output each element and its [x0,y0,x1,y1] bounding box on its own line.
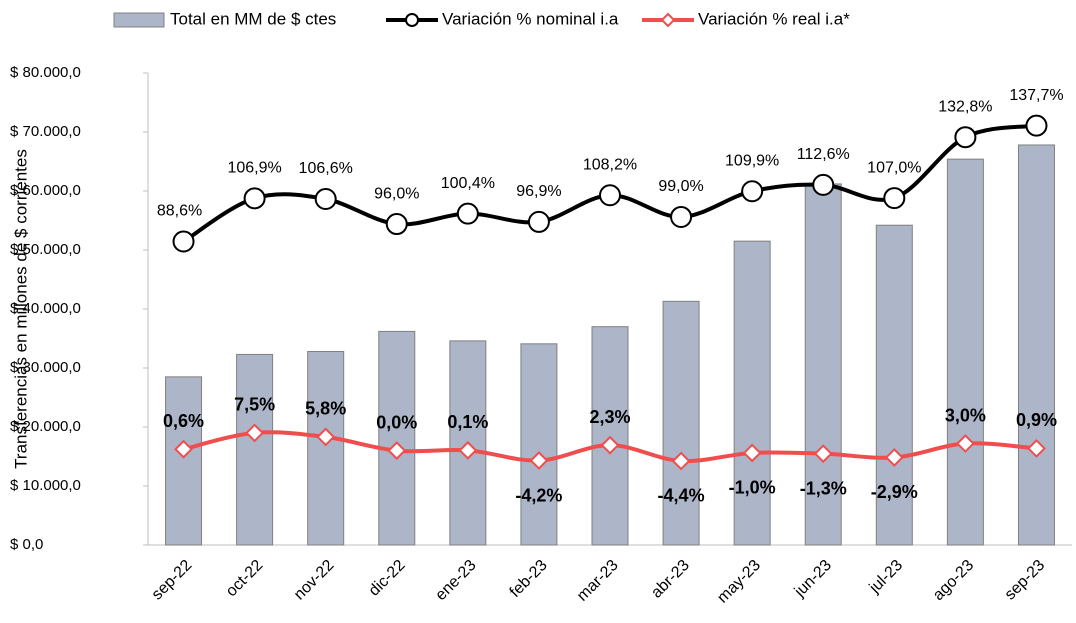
marker [600,435,620,455]
marker [527,210,550,233]
value-label: 112,6% [797,146,850,163]
value-label: 96,9% [516,183,561,200]
marker [387,441,407,461]
y-axis-title: Transferencias en millones de $ corrient… [11,149,30,469]
marker [172,230,195,253]
marker [884,448,904,467]
value-label: 106,6% [299,160,353,177]
value-label: 109,9% [725,152,779,169]
y-tick-label: $ 0,0 [10,536,43,553]
x-tick-label: sep-23 [1002,557,1049,604]
marker [883,187,906,210]
legend-label: Variación % real i.a* [698,9,850,28]
bar [307,350,345,546]
bar [1017,144,1055,546]
bar [520,343,558,546]
bar [378,330,416,546]
bar [946,158,984,546]
value-label: 88,6% [157,203,202,220]
legend-marker [405,13,419,27]
marker [1027,439,1046,458]
value-label: 137,7% [1009,87,1063,104]
x-tick-label: ago-23 [930,557,977,604]
marker [954,126,977,149]
y-tick-label: $ 30.000,0 [10,359,81,376]
value-label: -4,2% [515,485,562,505]
value-label: 107,0% [867,159,921,176]
bar [804,183,842,546]
value-label: 2,3% [589,407,630,427]
y-tick-label: $ 10.000,0 [10,477,81,494]
value-label: -2,9% [871,482,918,502]
value-label: 7,5% [234,395,275,415]
value-label: 96,0% [374,185,419,202]
x-tick-label: feb-23 [507,557,551,601]
value-label: 0,9% [1016,410,1057,430]
marker [955,434,975,453]
line [182,123,1037,244]
value-label: 0,0% [376,412,417,432]
value-label: 100,4% [441,175,495,192]
x-tick-label: sep-22 [149,557,196,604]
marker [456,202,479,225]
x-tick-label: ene-23 [432,557,479,604]
x-tick-label: jun-23 [791,557,835,601]
bar [236,353,274,546]
value-label: 108,2% [583,156,637,173]
bar [875,224,913,546]
value-label: 99,0% [658,178,703,195]
marker [742,443,762,463]
marker [458,440,478,460]
value-label: 106,9% [227,160,281,177]
value-label: 132,8% [938,98,992,115]
marker [741,180,764,203]
marker [529,451,549,470]
x-tick-label: oct-22 [223,557,267,601]
x-tick-label: mar-23 [574,557,622,605]
marker [671,451,691,471]
value-label: -4,4% [658,486,705,506]
y-tick-label: $ 70.000,0 [10,123,81,140]
legend-label: Variación % nominal i.a [442,9,619,28]
x-tick-label: may-23 [714,557,764,607]
marker [599,184,621,207]
x-tick-label: dic-22 [366,557,409,600]
x-tick-label: abr-23 [648,557,693,602]
bar [165,376,203,546]
bar [733,240,771,546]
x-tick-label: nov-22 [291,557,338,604]
marker [1025,114,1048,137]
marker [812,173,835,196]
value-label: 3,0% [945,405,986,425]
marker [385,213,408,236]
value-label: 5,8% [305,399,346,419]
bar [449,340,487,546]
legend-marker [660,12,676,28]
legend-swatch [113,12,165,28]
marker [314,188,337,211]
marker [243,187,266,210]
marker [174,439,193,459]
marker [316,427,336,447]
marker [245,423,265,443]
legend-label: Total en MM de $ ctes [170,9,336,28]
value-label: -1,3% [800,478,847,498]
bar [662,300,700,546]
marker [670,205,693,228]
y-tick-label: $ 50.000,0 [10,241,81,258]
marker [813,444,833,464]
value-label: 0,6% [163,411,204,431]
value-label: -1,0% [729,478,776,498]
value-label: 0,1% [447,412,488,432]
x-tick-label: jul-23 [866,557,906,597]
y-tick-label: $ 60.000,0 [10,182,81,199]
y-tick-label: $ 20.000,0 [10,418,81,435]
y-tick-label: $ 80.000,0 [10,64,81,81]
y-tick-label: $ 40.000,0 [10,300,81,317]
